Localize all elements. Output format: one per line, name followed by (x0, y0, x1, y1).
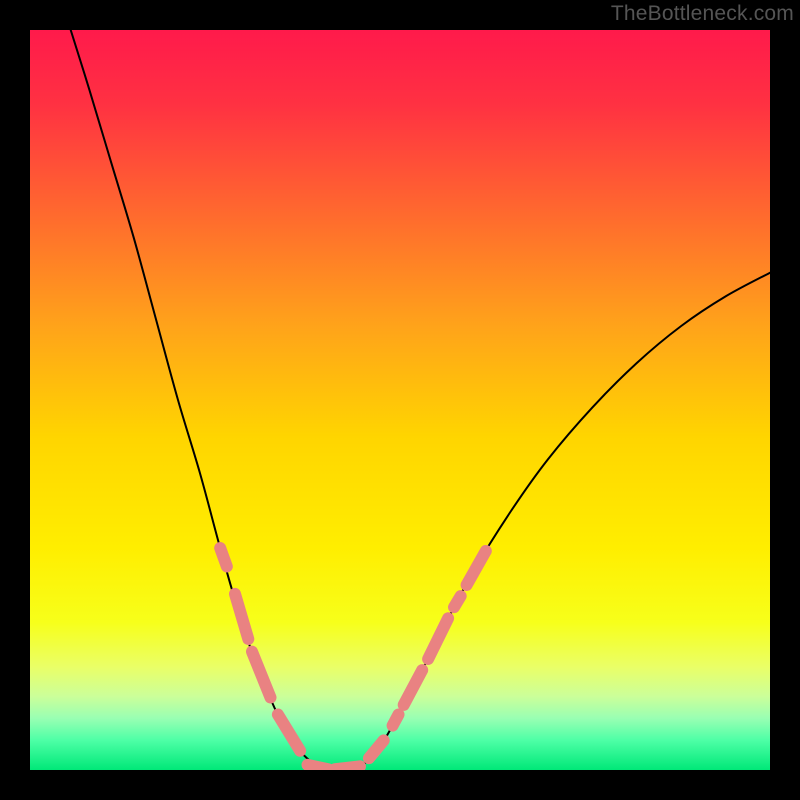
chart-frame: TheBottleneck.com (0, 0, 800, 800)
plot-area (30, 30, 770, 770)
overlay-segment (393, 715, 399, 726)
overlay-segment (308, 765, 329, 769)
watermark-text: TheBottleneck.com (611, 2, 794, 26)
gradient-background (30, 30, 770, 770)
chart-svg (30, 30, 770, 770)
overlay-segment (335, 766, 360, 769)
overlay-segment (220, 548, 227, 567)
overlay-segment (454, 596, 461, 607)
